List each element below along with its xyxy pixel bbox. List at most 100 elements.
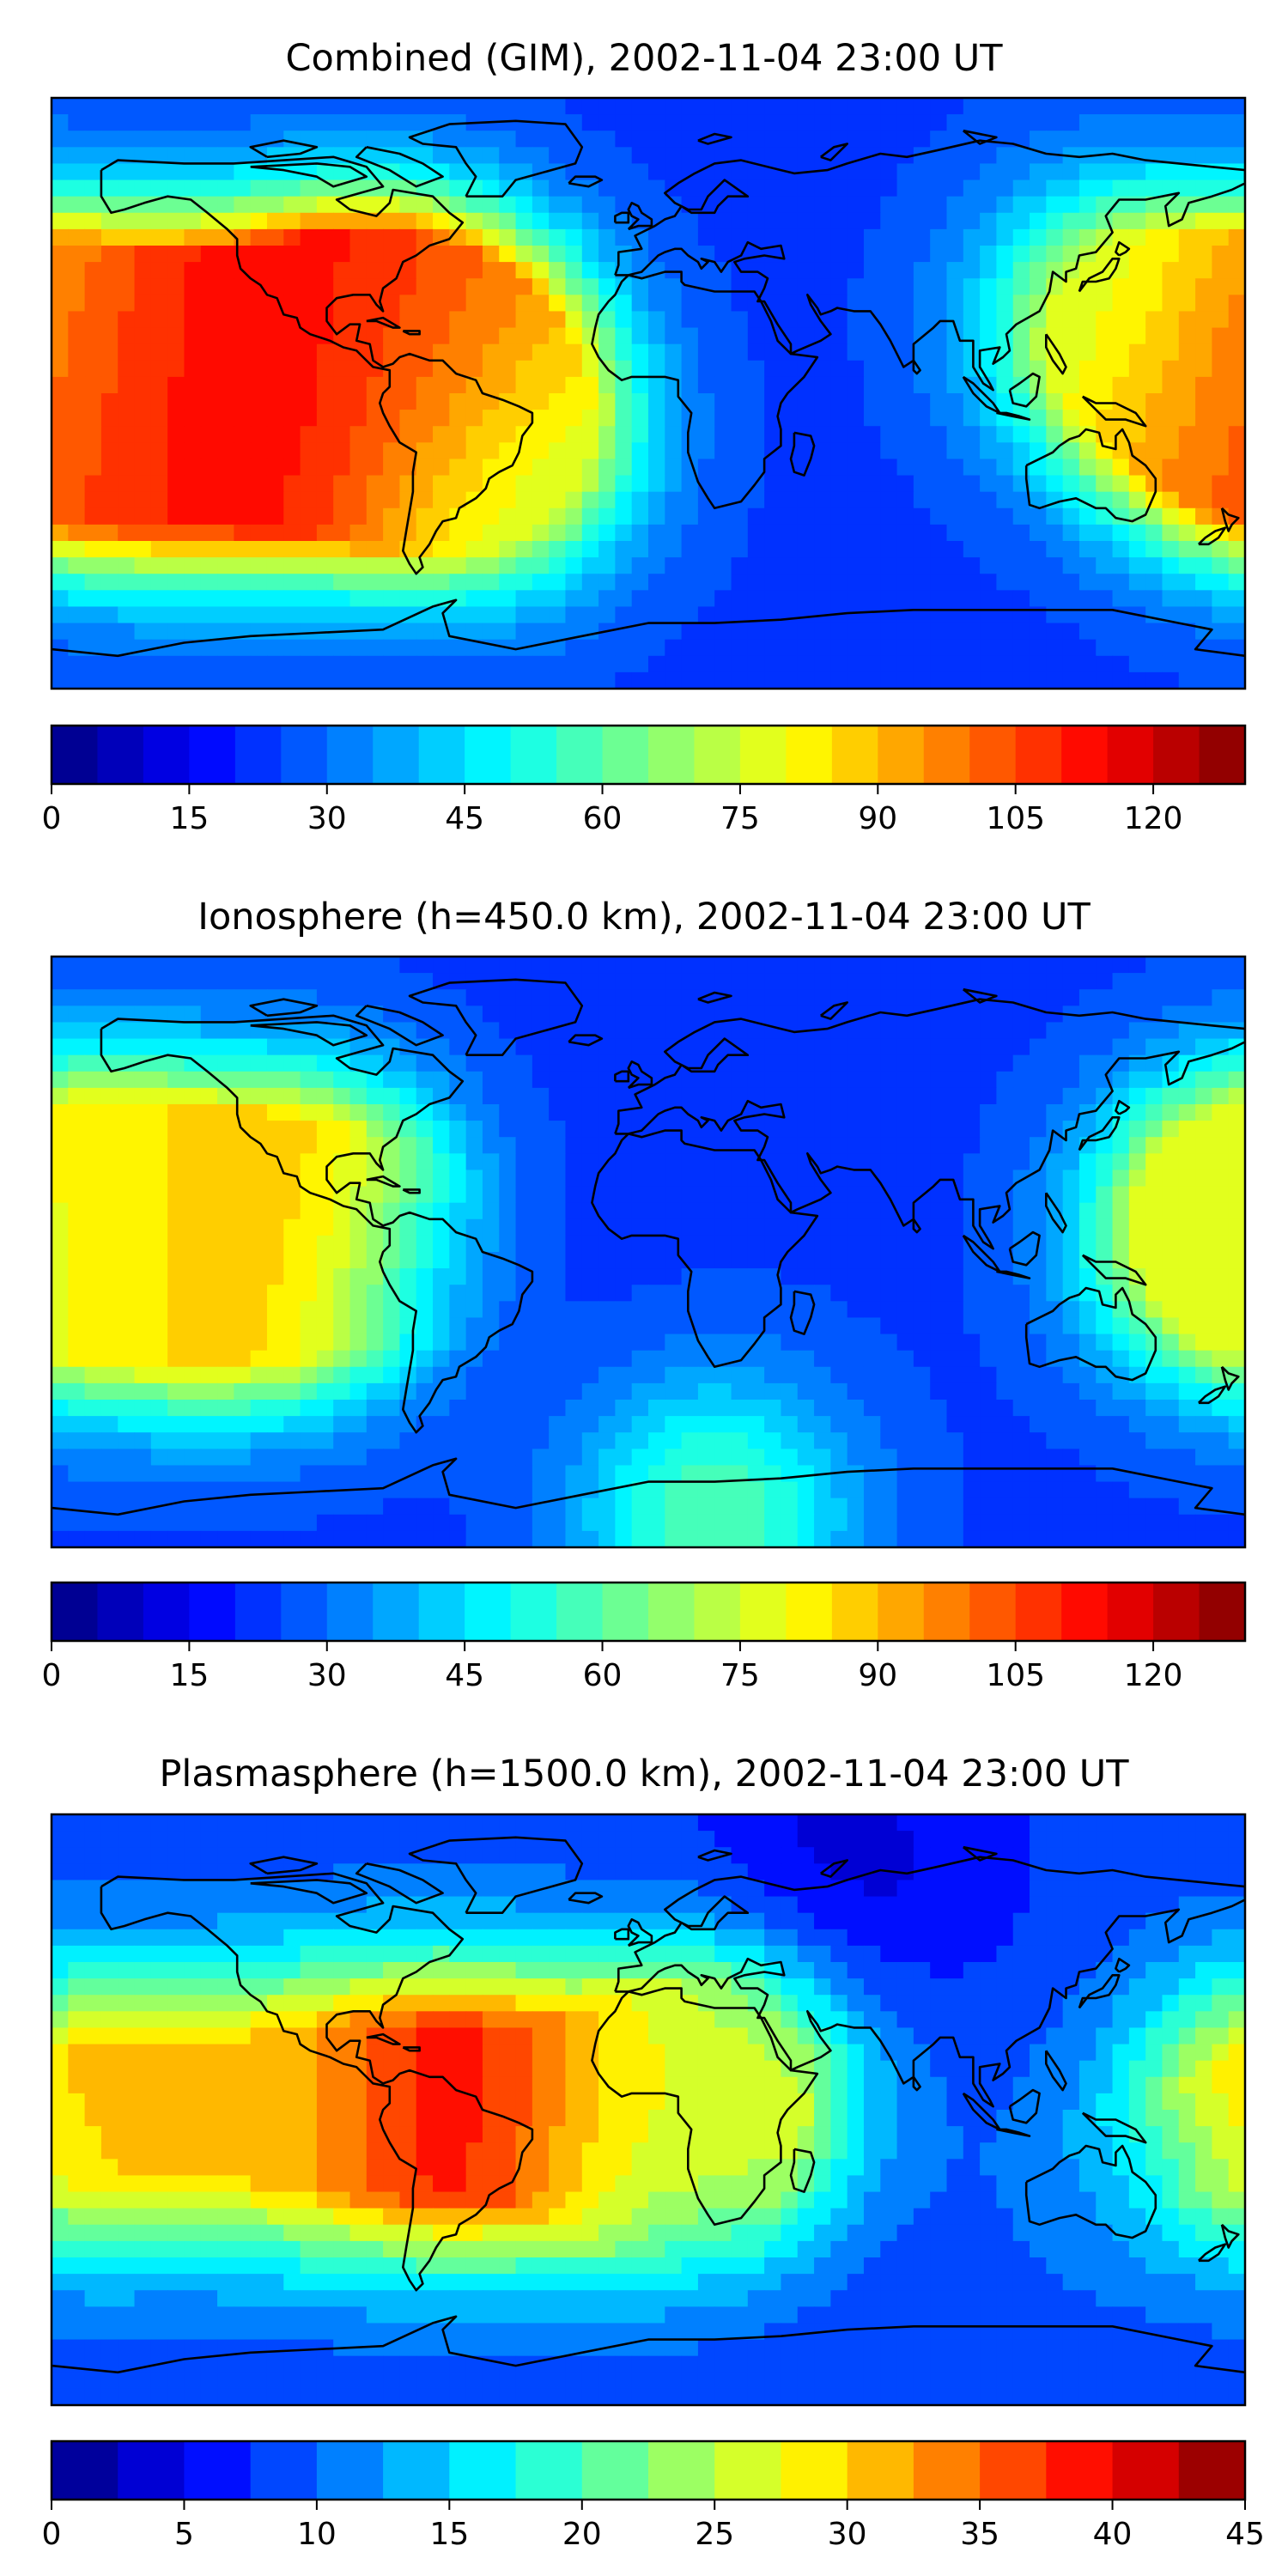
heatmap-cell: [52, 606, 69, 624]
heatmap-cell: [781, 639, 799, 657]
heatmap-cell: [349, 1432, 368, 1449]
heatmap-cell: [118, 1218, 136, 1236]
heatmap-cell: [830, 507, 848, 526]
heatmap-cell: [1145, 671, 1163, 689]
heatmap-cell: [598, 1186, 616, 1204]
heatmap-cell: [565, 507, 583, 526]
heatmap-cell: [1012, 179, 1030, 197]
heatmap-cell: [731, 410, 749, 427]
heatmap-cell: [963, 1121, 981, 1138]
heatmap-cell: [465, 639, 483, 657]
heatmap-cell: [814, 1235, 831, 1253]
heatmap-cell: [383, 1317, 401, 1335]
heatmap-cell: [68, 1252, 86, 1269]
heatmap-cell: [499, 1285, 517, 1302]
heatmap-cell: [68, 1137, 86, 1154]
heatmap-cell: [52, 1465, 69, 1483]
heatmap-cell: [316, 989, 334, 1006]
heatmap-cell: [714, 295, 732, 313]
heatmap-cell: [1178, 1153, 1196, 1171]
heatmap-cell: [880, 343, 898, 361]
heatmap-cell: [366, 1317, 384, 1335]
heatmap-cell: [333, 1104, 351, 1121]
heatmap-cell: [184, 655, 202, 673]
heatmap-cell: [349, 442, 368, 460]
heatmap-cell: [349, 114, 368, 131]
heatmap-cell: [250, 1186, 268, 1204]
heatmap-cell: [1128, 557, 1146, 574]
heatmap-cell: [731, 1202, 749, 1220]
heatmap-cell: [615, 1038, 633, 1056]
heatmap-cell: [863, 1400, 881, 1417]
heatmap-cell: [797, 606, 815, 624]
heatmap-cell: [847, 343, 865, 361]
heatmap-cell: [615, 475, 633, 493]
heatmap-cell: [1228, 1449, 1245, 1467]
heatmap-cell: [830, 459, 848, 477]
heatmap-cell: [100, 114, 118, 131]
heatmap-cell: [449, 524, 467, 542]
heatmap-cell: [781, 590, 799, 608]
heatmap-cell: [781, 1038, 799, 1056]
heatmap-cell: [565, 574, 583, 591]
heatmap-cell: [631, 1153, 649, 1171]
heatmap-cell: [1062, 1400, 1080, 1417]
heatmap-cell: [134, 1153, 152, 1171]
heatmap-cell: [383, 311, 401, 329]
heatmap-cell: [200, 393, 218, 410]
heatmap-cell: [665, 1317, 683, 1335]
heatmap-cell: [1212, 1186, 1230, 1204]
heatmap-cell: [980, 1104, 998, 1121]
heatmap-cell: [217, 179, 234, 197]
heatmap-cell: [697, 1137, 715, 1154]
heatmap-cell: [1062, 1087, 1080, 1105]
heatmap-cell: [465, 957, 483, 974]
heatmap-cell: [797, 327, 815, 345]
heatmap-cell: [283, 1400, 301, 1417]
heatmap-cell: [996, 196, 1014, 214]
heatmap-cell: [863, 606, 881, 624]
heatmap-cell: [250, 1202, 268, 1220]
heatmap-cell: [1030, 1022, 1047, 1040]
heatmap-cell: [482, 989, 500, 1006]
heatmap-cell: [118, 393, 136, 410]
heatmap-cell: [665, 327, 683, 345]
heatmap-cell: [648, 327, 665, 345]
heatmap-cell: [217, 1285, 234, 1302]
heatmap-cell: [847, 671, 865, 689]
heatmap-cell: [946, 1005, 964, 1024]
heatmap-cell: [366, 475, 384, 493]
heatmap-cell: [1030, 459, 1047, 477]
heatmap-cell: [549, 459, 567, 477]
heatmap-cell: [681, 179, 699, 197]
heatmap-cell: [1030, 1087, 1047, 1105]
heatmap-cell: [764, 1153, 782, 1171]
heatmap-cell: [1228, 393, 1245, 410]
heatmap-cell: [433, 1121, 450, 1138]
heatmap-cell: [1062, 590, 1080, 608]
heatmap-cell: [648, 1382, 665, 1400]
heatmap-cell: [665, 1218, 683, 1236]
heatmap-cell: [134, 228, 152, 246]
heatmap-cell: [714, 655, 732, 673]
heatmap-cell: [714, 1153, 732, 1171]
heatmap-cell: [1128, 212, 1146, 230]
heatmap-cell: [1062, 131, 1080, 148]
heatmap-cell: [84, 671, 102, 689]
heatmap-cell: [946, 957, 964, 974]
heatmap-cell: [714, 1449, 732, 1467]
heatmap-cell: [1046, 1416, 1064, 1433]
heatmap-cell: [167, 1366, 185, 1384]
heatmap-cell: [449, 606, 467, 624]
heatmap-cell: [349, 1465, 368, 1483]
colorbar-segment: [739, 726, 787, 784]
heatmap-cell: [283, 491, 301, 509]
heatmap-cell: [383, 973, 401, 990]
heatmap-cell: [781, 179, 799, 197]
heatmap-cell: [250, 557, 268, 574]
heatmap-cell: [416, 1301, 434, 1319]
heatmap-cell: [383, 557, 401, 574]
heatmap-cell: [515, 459, 533, 477]
heatmap-cell: [781, 1137, 799, 1154]
heatmap-cell: [631, 1005, 649, 1024]
